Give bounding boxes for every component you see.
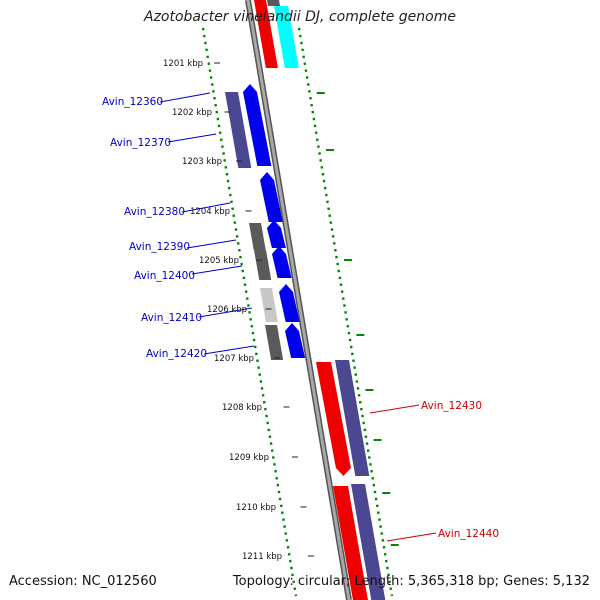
scale-tick-label: 1202 kbp: [172, 108, 212, 118]
cog-avin-12390: [249, 223, 266, 250]
gene-arrow-avin-12380: [260, 172, 283, 222]
gc-dots-right: [297, 27, 394, 597]
cog-avin-12440: [351, 484, 386, 600]
leader-line-avin-12420: [203, 345, 255, 355]
rna-feature: [274, 6, 299, 68]
scale-tick-label: 1201 kbp: [163, 59, 203, 69]
gene-arrow-avin-12430: [316, 362, 351, 476]
gene-arrow-avin-12360: [243, 84, 272, 166]
scale-ticks: 1201 kbp 1202 kbp 1203 kbp 1204 kbp 1205 kbp…: [163, 59, 314, 562]
leader-line-avin-12430: [369, 404, 420, 414]
cog-top-gray: [267, 0, 281, 6]
gene-label-avin-12440[interactable]: Avin_12440: [438, 528, 499, 540]
gene-label-avin-12360[interactable]: Avin_12360: [102, 96, 163, 108]
scale-tick-label: 1205 kbp: [199, 256, 239, 266]
feature-tracks: [225, 0, 386, 600]
gc-content-dots: [201, 27, 399, 597]
backbone-highlight: [246, 0, 351, 600]
gene-arrow-avin-12420: [285, 323, 306, 358]
scale-tick-label: 1204 kbp: [190, 207, 230, 217]
genome-summary-text: Topology: circular; Length: 5,365,318 bp…: [232, 574, 590, 589]
map-title: Azotobacter vinelandii DJ, complete geno…: [144, 9, 456, 25]
reverse-cds-top: [254, 0, 278, 68]
gene-arrow-avin-12390: [267, 220, 286, 248]
scale-tick-label: 1203 kbp: [182, 157, 222, 167]
gene-arrow-avin-12400: [272, 246, 292, 278]
leader-line-avin-12380: [181, 202, 231, 213]
gene-label-avin-12420[interactable]: Avin_12420: [146, 348, 207, 360]
gene-label-avin-12400[interactable]: Avin_12400: [134, 270, 195, 282]
leader-line-avin-12360: [159, 92, 211, 103]
leader-line-avin-12390: [186, 239, 237, 249]
cog-avin-12430: [335, 360, 370, 476]
cog-avin-12410: [260, 288, 278, 322]
scale-tick-label: 1211 kbp: [242, 552, 282, 562]
gene-arrow-avin-12440: [333, 486, 368, 600]
gc-dots-left: [201, 27, 298, 597]
accession-text: Accession: NC_012560: [9, 574, 157, 589]
scale-tick-label: 1209 kbp: [229, 453, 269, 463]
scale-tick-label: 1208 kbp: [222, 403, 262, 413]
leader-line-avin-12440: [386, 532, 437, 542]
cog-avin-12420: [265, 325, 284, 360]
gene-label-avin-12370[interactable]: Avin_12370: [110, 137, 171, 149]
scale-tick-label: 1206 kbp: [207, 305, 247, 315]
gene-labels: Avin_12360 Avin_12370 Avin_12380 Avin_12390…: [102, 92, 499, 542]
gene-label-avin-12390[interactable]: Avin_12390: [129, 241, 190, 253]
gene-label-avin-12410[interactable]: Avin_12410: [141, 312, 202, 324]
gene-arrow-avin-12410: [279, 284, 300, 322]
genome-backbone: [245, 0, 352, 600]
scale-tick-label: 1207 kbp: [214, 354, 254, 364]
scale-tick-label: 1210 kbp: [236, 503, 276, 513]
leader-line-avin-12400: [191, 265, 243, 275]
leader-line-avin-12410: [198, 307, 253, 318]
cog-avin-12360: [225, 92, 252, 168]
gene-label-avin-12380[interactable]: Avin_12380: [124, 206, 185, 218]
leader-line-avin-12370: [167, 133, 217, 143]
cog-avin-12400: [254, 250, 272, 280]
gene-label-avin-12430[interactable]: Avin_12430: [421, 400, 482, 412]
